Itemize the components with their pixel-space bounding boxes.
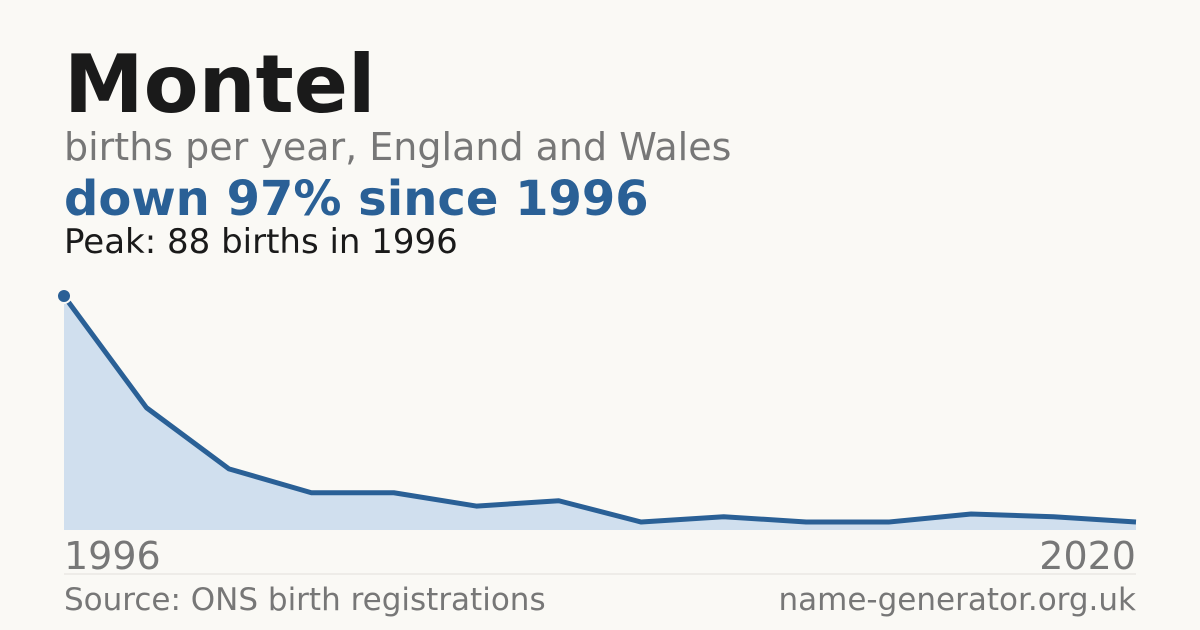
line xyxy=(61,294,1137,525)
title: Montel xyxy=(64,38,375,131)
peak-marker xyxy=(56,288,72,304)
headline: down 97% since 1996 xyxy=(64,171,649,227)
source: Source: ONS birth registrations xyxy=(64,582,546,618)
site: name-generator.org.uk xyxy=(779,582,1137,618)
area xyxy=(64,296,1136,530)
subtitle: births per year, England and Wales xyxy=(64,125,731,169)
x-tick-label: 1996 xyxy=(64,534,161,578)
x-tick-label: 2020 xyxy=(1039,534,1136,578)
peak-note: Peak: 88 births in 1996 xyxy=(64,222,458,262)
